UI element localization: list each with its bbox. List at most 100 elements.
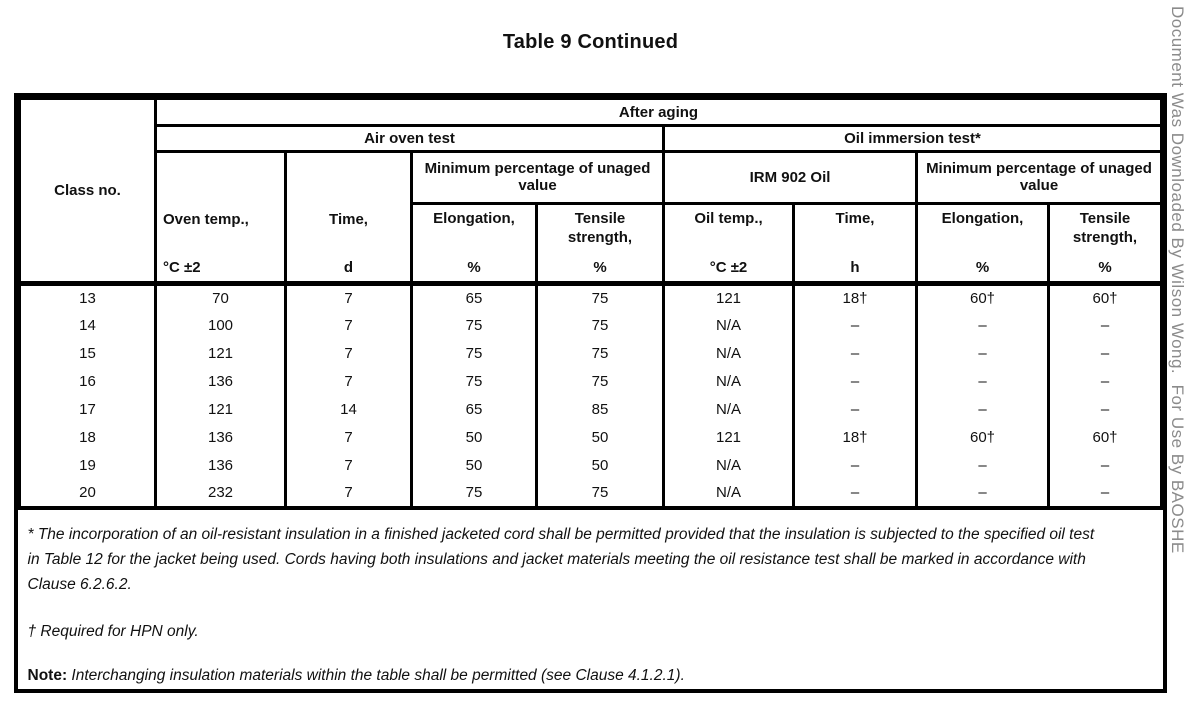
- column-unit: %: [467, 259, 481, 276]
- table-row: 13 70 7 65 75 121 18† 60† 60†: [18, 283, 1163, 312]
- table-cell: 75: [535, 367, 665, 396]
- table-cell: N/A: [662, 367, 795, 396]
- table-cell: 60†: [1047, 283, 1163, 312]
- table-cell: 7: [284, 311, 413, 340]
- header-tensile-oil: Tensile strength, %: [1047, 201, 1163, 287]
- table-cell: 75: [535, 479, 665, 508]
- table-cell: –: [915, 395, 1050, 424]
- table-cell: 136: [154, 367, 287, 396]
- footnote-cell: * The incorporation of an oil-resistant …: [19, 505, 1162, 693]
- footnote-dagger: † Required for HPN only.: [27, 622, 199, 640]
- table-cell: N/A: [662, 339, 795, 368]
- table-cell: 75: [410, 339, 538, 368]
- table-cell: –: [1047, 367, 1163, 396]
- table-cell: –: [915, 367, 1050, 396]
- table-row: 20 232 7 75 75 N/A – – –: [18, 479, 1163, 508]
- note-label: Note:: [27, 666, 68, 684]
- table-header: Class no. After aging Air oven test Oil …: [18, 97, 1163, 287]
- table-row: 19 136 7 50 50 N/A – – –: [18, 451, 1163, 480]
- column-label: Oil temp.,: [694, 209, 763, 227]
- table-row: 17 121 14 65 85 N/A – – –: [18, 395, 1163, 424]
- footnote-row: * The incorporation of an oil-resistant …: [19, 505, 1162, 693]
- table-cell: 50: [535, 423, 665, 452]
- header-irm-902-oil: IRM 902 Oil: [662, 150, 918, 205]
- header-row-groups: Oven temp., °C ±2 Time, d Minimum percen…: [20, 150, 1163, 286]
- column-label: Tensile strength,: [567, 209, 633, 246]
- note-text: Interchanging insulation materials withi…: [67, 666, 685, 684]
- table-cell: –: [915, 339, 1050, 368]
- column-label: Tensile strength,: [1072, 209, 1138, 246]
- table-cell: –: [915, 311, 1050, 340]
- table-cell: 232: [154, 479, 287, 508]
- table-body: 13 70 7 65 75 121 18† 60† 60† 14 100 7 75 75 N/A – – –15 1…: [18, 283, 1163, 508]
- table-cell: 65: [410, 283, 538, 312]
- table-cell: N/A: [662, 479, 795, 508]
- column-unit: h: [850, 259, 860, 276]
- column-unit: %: [593, 259, 607, 276]
- column-label: Time,: [329, 211, 368, 228]
- table-cell: 7: [284, 479, 413, 508]
- table-cell: 14: [18, 311, 157, 340]
- table-cell: N/A: [662, 311, 795, 340]
- table-cell: 75: [535, 311, 665, 340]
- header-min-pct-oil: Minimum percentage of unaged value: [915, 150, 1163, 205]
- header-tensile-air: Tensile strength, %: [535, 201, 665, 287]
- table-cell: 121: [154, 395, 287, 424]
- table-cell: 65: [410, 395, 538, 424]
- page-title: Table 9 Continued: [502, 31, 679, 53]
- table-cell: 20: [18, 479, 157, 508]
- table-cell: 121: [662, 283, 795, 312]
- table-cell: –: [1047, 311, 1163, 340]
- footnote-asterisk: * The incorporation of an oil-resistant …: [27, 525, 1095, 593]
- table-cell: 70: [154, 283, 287, 312]
- table-cell: 17: [18, 395, 157, 424]
- header-oil-immersion-test: Oil immersion test*: [662, 124, 1163, 153]
- table-cell: –: [792, 479, 918, 508]
- table-cell: –: [792, 311, 918, 340]
- table-cell: 50: [410, 451, 538, 480]
- column-unit: %: [975, 259, 990, 276]
- header-air-oven-test: Air oven test: [154, 124, 665, 153]
- footnote-note: Note: Interchanging insulation materials…: [28, 667, 1152, 685]
- table-cell: –: [792, 367, 918, 396]
- table-cell: 14: [284, 395, 413, 424]
- header-time-hours: Time, h: [792, 201, 918, 287]
- table-cell: 136: [154, 451, 287, 480]
- table-cell: –: [1047, 339, 1163, 368]
- column-unit: °C ±2: [163, 259, 201, 276]
- table-cell: 7: [284, 367, 413, 396]
- table-cell: 19: [18, 451, 157, 480]
- table-cell: 75: [410, 479, 538, 508]
- column-unit: %: [1098, 259, 1112, 276]
- table-cell: –: [915, 479, 1050, 508]
- column-label: Oven temp.,: [163, 211, 249, 228]
- table-cell: 50: [410, 423, 538, 452]
- download-watermark: Document Was Downloaded By Wilson Wong. …: [1168, 6, 1187, 554]
- header-after-aging: After aging: [154, 97, 1163, 127]
- table-cell: 18†: [792, 423, 918, 452]
- table-cell: N/A: [662, 395, 795, 424]
- table-cell: –: [1047, 451, 1163, 480]
- column-unit: d: [343, 259, 354, 276]
- table-cell: 75: [410, 367, 538, 396]
- header-row-tests: Air oven test Oil immersion test*: [20, 124, 1163, 153]
- table-cell: 60†: [915, 423, 1050, 452]
- table-row: 18 136 7 50 50 121 18† 60† 60†: [18, 423, 1163, 452]
- header-row-columns: Elongation, % Tensile strength, % Oil te…: [20, 201, 1163, 287]
- table-cell: N/A: [662, 451, 795, 480]
- table-cell: 121: [154, 339, 287, 368]
- table-cell: 18: [18, 423, 157, 452]
- table-cell: 13: [18, 283, 157, 312]
- table-cell: 60†: [915, 283, 1050, 312]
- table-cell: 50: [535, 451, 665, 480]
- header-class-no: Class no.: [18, 97, 157, 286]
- table-cell: 75: [410, 311, 538, 340]
- table-cell: 136: [154, 423, 287, 452]
- table-cell: 16: [18, 367, 157, 396]
- table-cell: 85: [535, 395, 665, 424]
- column-label: Elongation,: [433, 209, 515, 227]
- header-oven-temp: Oven temp., °C ±2: [154, 150, 287, 286]
- table-cell: 100: [154, 311, 287, 340]
- table-cell: –: [1047, 479, 1163, 508]
- table-cell: 15: [18, 339, 157, 368]
